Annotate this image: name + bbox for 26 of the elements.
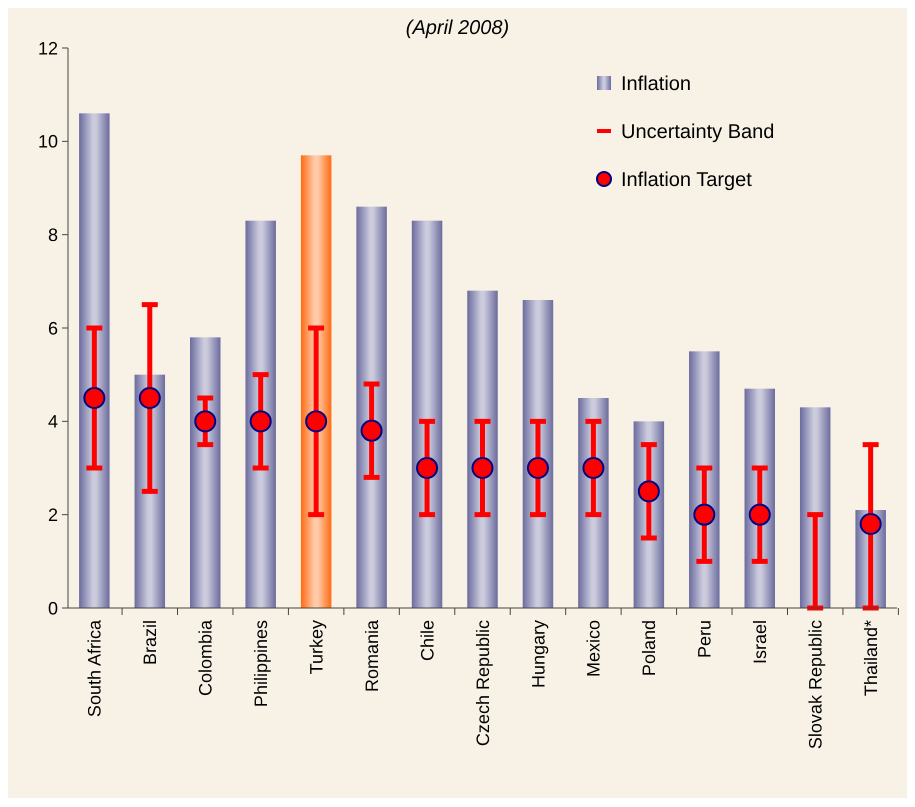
x-tick-label: Chile (417, 620, 438, 662)
x-tick-label: Hungary (528, 620, 548, 688)
x-tick-label: Poland (639, 620, 660, 676)
legend-label: Inflation Target (621, 169, 752, 191)
y-tick-label: 10 (38, 132, 58, 152)
x-tick-label: Romania (362, 619, 382, 692)
x-tick-label: Israel (750, 620, 770, 664)
y-tick-label: 12 (38, 38, 58, 58)
x-tick-label: Turkey (306, 620, 326, 674)
x-tick-label: Czech Republic (472, 620, 493, 746)
chart-title: (April 2008) (406, 17, 510, 39)
y-tick-label: 8 (48, 224, 58, 245)
y-tick-label: 4 (48, 412, 58, 432)
x-tick-label: Thailand* (860, 620, 881, 696)
x-tick-label: Mexico (584, 620, 604, 678)
y-tick-label: 2 (48, 504, 58, 525)
legend-label: Uncertainty Band (621, 121, 774, 143)
x-tick-label: South Africa (84, 619, 105, 718)
x-tick-label: Brazil (140, 620, 160, 666)
legend-label: Inflation (621, 73, 692, 95)
x-tick-label: Peru (694, 620, 715, 658)
y-tick-label: 0 (48, 598, 58, 618)
x-tick-label: Colombia (196, 619, 216, 696)
x-tick-label: Philippines (250, 620, 271, 708)
y-tick-label: 6 (48, 318, 58, 338)
x-tick-label: Slovak Republic (806, 620, 826, 750)
